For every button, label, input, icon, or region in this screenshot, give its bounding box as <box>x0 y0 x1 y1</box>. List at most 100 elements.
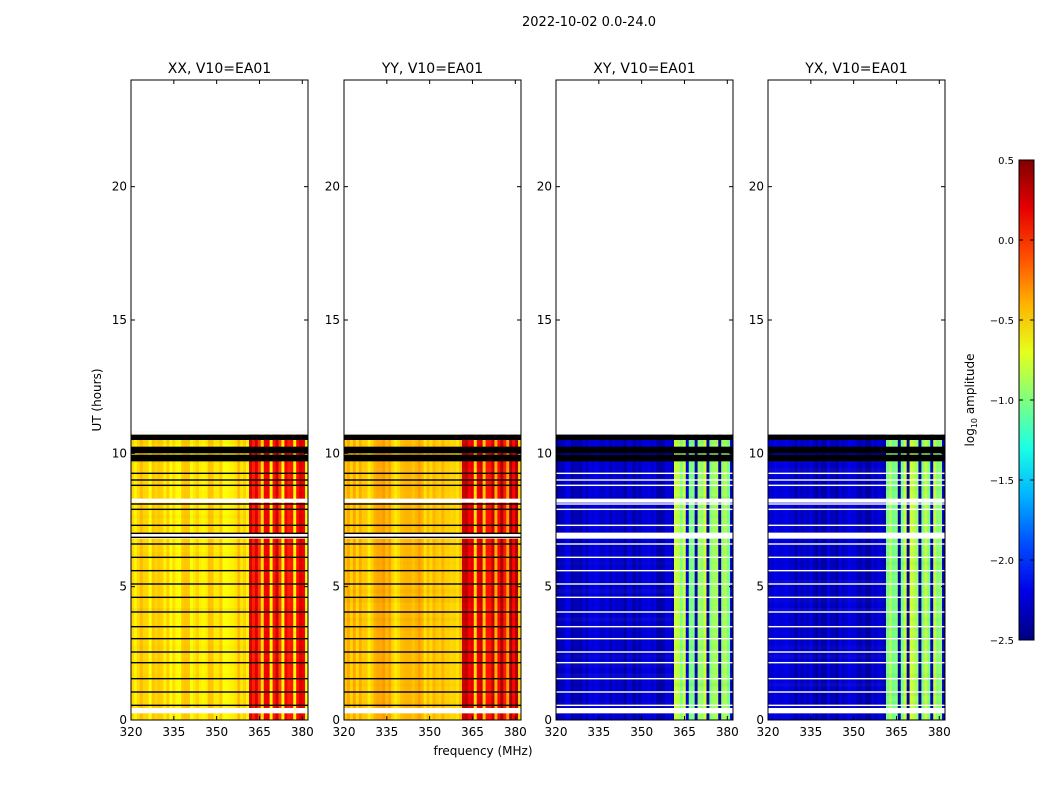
flagged-line <box>556 637 733 640</box>
heatmap-texture <box>344 561 521 565</box>
heatmap-column <box>812 434 816 720</box>
heatmap-column <box>853 434 858 720</box>
flagged-line <box>556 479 733 481</box>
colorbar-tick-label: −1.5 <box>990 476 1014 487</box>
flagged-row <box>344 498 521 503</box>
heatmap-column <box>688 434 693 720</box>
x-tick-label: 335 <box>799 725 822 739</box>
heatmap-column <box>782 434 787 720</box>
x-tick-label: 335 <box>162 725 185 739</box>
colorbar-tick-label: −2.0 <box>990 556 1014 567</box>
heatmap-column <box>809 434 813 720</box>
heatmap-column <box>420 434 425 720</box>
heatmap-column <box>429 434 434 720</box>
heatmap-column <box>718 434 722 720</box>
heatmap-column <box>615 434 619 720</box>
heatmap-column <box>151 434 156 720</box>
heatmap-column <box>246 434 250 720</box>
heatmap-column <box>768 434 772 720</box>
heatmap-column <box>894 434 899 720</box>
heatmap-column <box>266 434 271 720</box>
heatmap-column <box>632 434 637 720</box>
heatmap-texture <box>131 561 308 565</box>
heatmap-column <box>160 434 165 720</box>
heatmap-column <box>379 434 383 720</box>
heatmap-column <box>397 434 401 720</box>
heatmap-column <box>293 434 297 720</box>
heatmap-texture <box>768 673 945 677</box>
heatmap-column <box>364 434 369 720</box>
flagged-line <box>768 651 945 653</box>
flagged-line <box>344 677 521 680</box>
heatmap-texture <box>344 655 521 659</box>
y-tick-label: 0 <box>544 713 552 727</box>
flagged-line <box>131 596 308 599</box>
heatmap-column <box>682 434 687 720</box>
heatmap-column <box>567 434 572 720</box>
heatmap-column <box>773 434 778 720</box>
heatmap-column <box>724 434 728 720</box>
flagged-line <box>344 484 521 487</box>
heatmap-column <box>832 434 837 720</box>
heatmap-column <box>473 434 478 720</box>
heatmap-column <box>871 434 875 720</box>
flagged-line <box>556 691 733 693</box>
x-tick-label: 320 <box>120 725 143 739</box>
heatmap-column <box>712 434 716 720</box>
panel-yy: YY, V10=EA01 320 335 350 365 380 0 5 10 15 20 <box>325 61 527 739</box>
heatmap-column <box>133 434 138 720</box>
flagged-line <box>131 556 308 559</box>
heatmap-column <box>703 434 708 720</box>
heatmap-column <box>263 434 268 720</box>
flagged-line <box>556 596 733 599</box>
heatmap-column <box>656 434 660 720</box>
flagged-line <box>344 569 521 572</box>
heatmap-column <box>213 434 218 720</box>
heatmap-column <box>709 434 713 720</box>
flagged-row <box>344 708 521 714</box>
heatmap-column <box>897 434 902 720</box>
flagged-line <box>131 583 308 585</box>
heatmap-column <box>847 434 852 720</box>
heatmap-texture <box>768 683 945 687</box>
x-tick-label: 320 <box>333 725 356 739</box>
heatmap-column <box>818 434 822 720</box>
heatmap-column <box>204 434 209 720</box>
heatmap-column <box>933 434 937 720</box>
flagged-band <box>344 434 521 440</box>
heatmap-column <box>591 434 595 720</box>
flagged-line <box>131 677 308 680</box>
heatmap-texture <box>344 589 521 593</box>
heatmap-column <box>924 434 928 720</box>
flagged-line <box>556 503 733 505</box>
colorbar-tick-label: −2.5 <box>990 636 1014 647</box>
heatmap-column <box>662 434 666 720</box>
flagged-band <box>556 446 733 454</box>
flagged-line <box>556 508 733 511</box>
flagged-line <box>768 524 945 527</box>
y-tick-label: 20 <box>112 180 127 194</box>
flagged-line <box>131 569 308 572</box>
heatmap-column <box>482 434 487 720</box>
y-tick-label: 15 <box>749 313 764 327</box>
heatmap-column <box>582 434 587 720</box>
flagged-line <box>768 543 945 545</box>
x-tick-label: 380 <box>716 725 739 739</box>
flagged-line <box>556 472 733 475</box>
heatmap-yx <box>768 434 945 720</box>
flagged-line <box>768 479 945 481</box>
heatmap-column <box>184 434 188 720</box>
heatmap-column <box>352 434 357 720</box>
heatmap-column <box>635 434 640 720</box>
flagged-line <box>344 543 521 545</box>
heatmap-column <box>488 434 493 720</box>
heatmap-column <box>844 434 849 720</box>
heatmap-texture <box>556 487 733 491</box>
flagged-row <box>556 708 733 714</box>
heatmap-column <box>447 434 451 720</box>
heatmap-texture <box>131 552 308 556</box>
colorbar-tick-label: 0.0 <box>998 236 1014 247</box>
heatmap-column <box>623 434 628 720</box>
heatmap-column <box>697 434 702 720</box>
flagged-line <box>556 536 733 539</box>
